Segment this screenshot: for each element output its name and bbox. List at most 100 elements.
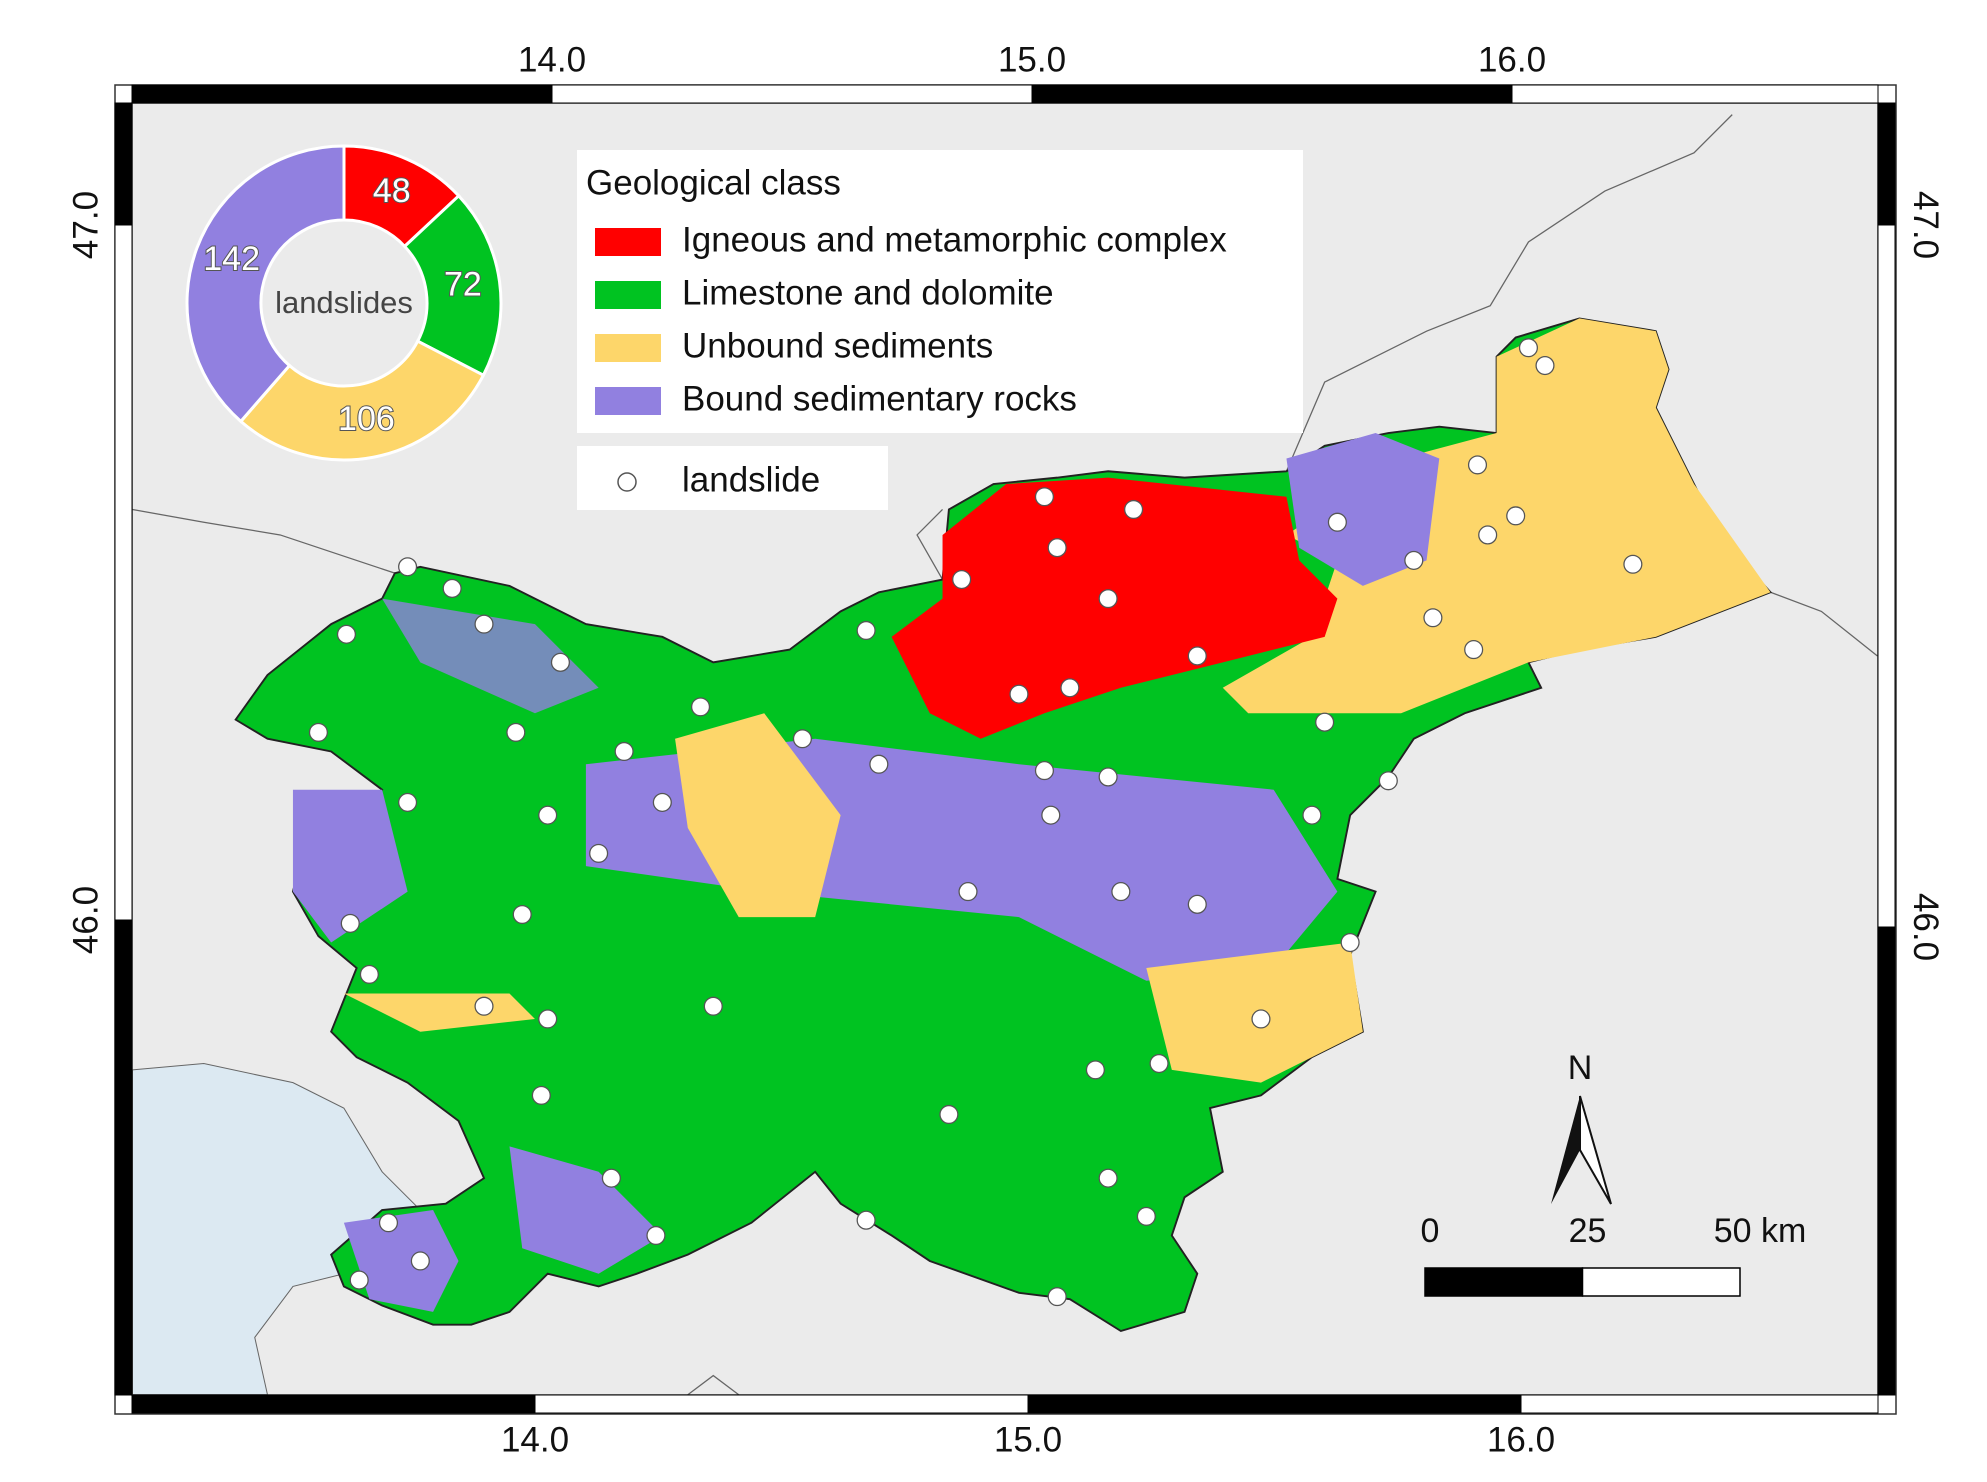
landslide-point — [1187, 646, 1207, 666]
donut-label: 106 — [338, 400, 395, 438]
landslide-point — [378, 1213, 399, 1233]
donut-label: 48 — [373, 172, 411, 210]
landslide-point — [531, 1085, 551, 1105]
landslide-point — [474, 996, 494, 1016]
tick-label: 46.0 — [1906, 893, 1945, 961]
landslide-point — [1302, 805, 1322, 825]
legend-label: Bound sedimentary rocks — [682, 379, 1077, 418]
landslide-point — [1327, 512, 1347, 532]
landslide-point — [652, 792, 672, 812]
rock-area — [292, 789, 408, 943]
frame-segment — [534, 1394, 1029, 1414]
frame-bars: 14.0 15.0 16.0 14.0 15.0 16.0 47.0 46.0 47.0 46.0 — [66, 40, 1945, 1459]
scale-label: 0 — [1421, 1212, 1440, 1250]
scale-label: 25 — [1569, 1212, 1607, 1250]
donut-segment — [238, 339, 486, 462]
tick-label: 47.0 — [66, 191, 105, 259]
landslide-point — [1378, 771, 1398, 791]
donut-center-label: landslides — [275, 285, 413, 320]
point-legend-label: landslide — [682, 460, 820, 499]
frame-segment — [1520, 1394, 1879, 1414]
landslide-point — [398, 557, 418, 577]
scale-segment — [1581, 1267, 1741, 1297]
landslide-point — [1098, 1168, 1118, 1188]
scale-label: 50 km — [1714, 1212, 1807, 1250]
landslide-point — [1467, 455, 1488, 475]
tick-label: 16.0 — [1487, 1420, 1555, 1459]
landslide-point — [1009, 684, 1029, 704]
geography — [131, 114, 1878, 1396]
landslide-point — [398, 792, 418, 812]
legend-title: Geological class — [586, 163, 841, 202]
sediment-area — [1222, 318, 1771, 714]
north-arrow: N — [1551, 1049, 1612, 1205]
landslide-point — [1251, 1009, 1271, 1029]
landslide-point — [1315, 712, 1335, 732]
borders — [132, 114, 1878, 1396]
landslide-point — [1041, 805, 1061, 825]
landslide-point — [1340, 932, 1360, 953]
donut-chart: 48 72 106 142 landslides — [185, 144, 503, 462]
legend-label: Limestone and dolomite — [682, 273, 1054, 312]
landslide-point — [442, 578, 462, 599]
landslide-point — [1124, 499, 1144, 520]
legend-items: Igneous and metamorphic complex Limestone… — [595, 220, 1227, 418]
landslide-point — [614, 741, 634, 762]
landslide-point — [1034, 761, 1054, 781]
landslide-point — [1085, 1060, 1105, 1080]
tick-label: 14.0 — [501, 1420, 569, 1459]
landslide-point — [538, 805, 558, 825]
north-arrow-left — [1551, 1096, 1580, 1204]
frame-segment — [1031, 84, 1513, 104]
frame-segment — [551, 84, 1033, 104]
frame-segment — [1027, 1394, 1522, 1414]
landslide-point — [1478, 525, 1498, 545]
landslide-point — [1518, 338, 1538, 358]
landslide-point — [856, 620, 876, 641]
frame-segment — [131, 1394, 536, 1414]
landslide-point — [1149, 1053, 1169, 1074]
landslide-point — [1098, 767, 1118, 787]
tick-label: 16.0 — [1478, 40, 1546, 79]
tick-label: 46.0 — [66, 886, 105, 954]
igneous-area — [891, 477, 1338, 739]
legend-box — [577, 150, 1303, 433]
landslide-point — [359, 964, 379, 984]
landslide-point — [939, 1104, 959, 1125]
north-label: N — [1568, 1049, 1593, 1087]
scale-segment — [1424, 1267, 1584, 1297]
donut-segment — [402, 193, 503, 378]
landslide-point — [1423, 608, 1443, 628]
frame-segment — [1877, 224, 1896, 928]
landslide-point — [1047, 538, 1067, 558]
landslide-point — [550, 652, 570, 672]
frame-segment — [1877, 102, 1896, 226]
frame-segment — [131, 84, 553, 104]
landslide-point — [1535, 355, 1555, 376]
landslide-point — [792, 729, 812, 749]
landslide-point — [1047, 1287, 1067, 1307]
landslide-point — [958, 882, 978, 902]
landslide-point — [308, 722, 328, 742]
frame-segment — [114, 102, 133, 226]
legend-label: Igneous and metamorphic complex — [682, 220, 1227, 259]
donut-label: 72 — [444, 266, 482, 304]
landslide-point — [410, 1251, 430, 1271]
tick-label: 47.0 — [1906, 191, 1945, 259]
landslide-point — [690, 697, 711, 717]
landslide-points — [308, 338, 1643, 1307]
legend-label: Unbound sediments — [682, 326, 993, 365]
legend-swatch — [595, 387, 661, 415]
legend-swatch — [595, 334, 661, 362]
landslide-point — [1464, 640, 1484, 660]
sediment-area — [675, 713, 841, 918]
landslide-point — [349, 1270, 369, 1290]
frame-segment — [1511, 84, 1879, 104]
landslide-point — [340, 913, 360, 933]
frame-segment — [1877, 926, 1896, 1396]
landslide-point — [1098, 589, 1118, 609]
landslide-point — [1060, 678, 1080, 698]
landslide-point — [856, 1210, 876, 1230]
